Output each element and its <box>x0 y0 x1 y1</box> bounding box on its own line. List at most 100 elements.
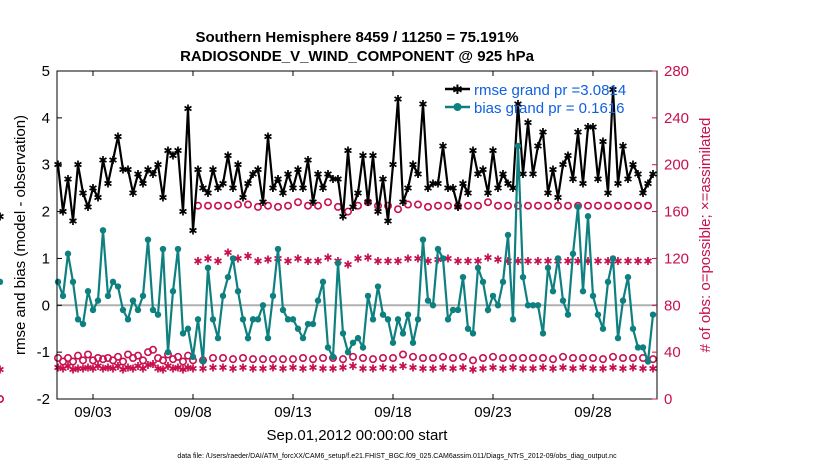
assimilated-obs-marker: ✱ <box>373 255 382 268</box>
possible-obs-marker <box>438 352 447 361</box>
rmse-point: ✱ <box>63 173 72 186</box>
bias-point <box>644 358 652 365</box>
possible-obs-marker <box>268 355 277 364</box>
rmse-point: ✱ <box>158 192 167 205</box>
bias-point <box>104 292 112 300</box>
rmse-point: ✱ <box>328 173 337 186</box>
bias-point <box>559 297 567 304</box>
bias-point <box>569 250 577 257</box>
rmse-point: ✱ <box>623 173 632 186</box>
rmse-point: ✱ <box>273 173 282 186</box>
bias-point <box>244 334 252 342</box>
bias-point <box>194 316 202 323</box>
possible-obs-marker <box>538 353 547 362</box>
rmse-point: ✱ <box>463 187 472 200</box>
rmse-point: ✱ <box>393 93 402 106</box>
possible-obs-marker <box>508 353 517 362</box>
rmse-point: ✱ <box>283 168 292 181</box>
assimilated-obs-marker: ✱ <box>413 252 422 265</box>
rmse-point: ✱ <box>213 182 222 195</box>
left-y-tick-label: -1 <box>37 344 50 361</box>
rmse-point: ✱ <box>453 201 462 214</box>
possible-obs-marker <box>254 202 263 211</box>
possible-obs-marker <box>503 201 512 210</box>
possible-obs-marker <box>618 353 627 362</box>
rmse-point: ✱ <box>78 187 87 200</box>
bias-point <box>509 316 517 323</box>
assimilated-obs-marker: ✱ <box>128 363 137 376</box>
possible-obs-marker <box>159 356 168 365</box>
rmse-point: ✱ <box>118 163 127 176</box>
bias-point <box>599 325 607 332</box>
bias-point <box>499 278 507 286</box>
bias-point <box>269 292 277 300</box>
bias-point <box>419 236 427 243</box>
assimilated-obs-marker: ✱ <box>498 363 507 376</box>
assimilated-obs-marker: ✱ <box>538 361 547 374</box>
possible-obs-marker <box>633 201 642 210</box>
bias-point <box>74 316 82 323</box>
rmse-point: ✱ <box>253 163 262 176</box>
bias-point <box>369 316 377 323</box>
bias-point <box>184 325 192 332</box>
rmse-point: ✱ <box>403 182 412 195</box>
rmse-point: ✱ <box>373 206 382 219</box>
assimilated-obs-marker: ✱ <box>508 361 517 374</box>
rmse-point: ✱ <box>228 182 237 195</box>
rmse-point: ✱ <box>163 145 172 158</box>
rmse-point: ✱ <box>193 163 202 176</box>
assimilated-obs-marker: ✱ <box>398 360 407 373</box>
possible-obs-marker <box>388 353 397 362</box>
possible-obs-marker <box>244 200 253 209</box>
rmse-point: ✱ <box>323 168 332 181</box>
rmse-point: ✱ <box>103 177 112 190</box>
possible-obs-marker <box>623 201 632 210</box>
rmse-point: ✱ <box>548 163 557 176</box>
x-tick-label: 09/18 <box>374 404 412 421</box>
assimilated-obs-marker: ✱ <box>448 363 457 376</box>
rmse-point: ✱ <box>198 182 207 195</box>
legend-bias-marker <box>453 103 462 111</box>
rmse-point: ✱ <box>148 168 157 181</box>
legend-rmse-marker: ✱ <box>452 83 463 98</box>
rmse-point: ✱ <box>458 177 467 190</box>
rmse-line <box>56 89 654 231</box>
rmse-point: ✱ <box>73 159 82 172</box>
rmse-point: ✱ <box>543 187 552 200</box>
bias-point <box>634 344 642 351</box>
bias-point <box>429 302 437 309</box>
rmse-point: ✱ <box>68 215 77 228</box>
rmse-point: ✱ <box>208 163 217 176</box>
assimilated-obs-marker: ✱ <box>268 361 277 374</box>
assimilated-obs-marker: ✱ <box>208 361 217 374</box>
bias-point <box>94 297 102 304</box>
bias-point <box>424 297 432 304</box>
bias-point <box>134 306 142 314</box>
x-axis-label: Sep.01,2012 00:00:00 start <box>267 427 449 444</box>
possible-obs-marker <box>583 201 592 210</box>
rmse-point: ✱ <box>638 187 647 200</box>
rmse-point: ✱ <box>468 145 477 158</box>
possible-obs-marker <box>433 201 442 210</box>
rmse-point: ✱ <box>178 206 187 219</box>
rmse-point: ✱ <box>573 126 582 139</box>
bias-point <box>204 264 212 271</box>
rmse-point: ✱ <box>493 182 502 195</box>
assimilated-obs-marker: ✱ <box>388 363 397 376</box>
bias-point <box>164 348 172 356</box>
rmse-point: ✱ <box>503 177 512 190</box>
assimilated-obs-marker: ✱ <box>593 255 602 268</box>
bias-point <box>0 278 4 286</box>
bias-point <box>514 142 522 150</box>
assimilated-obs-marker: ✱ <box>493 254 502 267</box>
rmse-point: ✱ <box>303 154 312 167</box>
assimilated-obs-marker: ✱ <box>523 255 532 268</box>
legend-bias-label: bias grand pr = 0.1616 <box>474 100 625 117</box>
rmse-point: ✱ <box>483 187 492 200</box>
rmse-point: ✱ <box>288 182 297 195</box>
x-tick-label: 09/03 <box>74 404 112 421</box>
assimilated-obs-marker: ✱ <box>343 258 352 271</box>
assimilated-obs-marker: ✱ <box>563 255 572 268</box>
bias-point <box>619 297 627 304</box>
possible-obs-marker <box>418 353 427 362</box>
